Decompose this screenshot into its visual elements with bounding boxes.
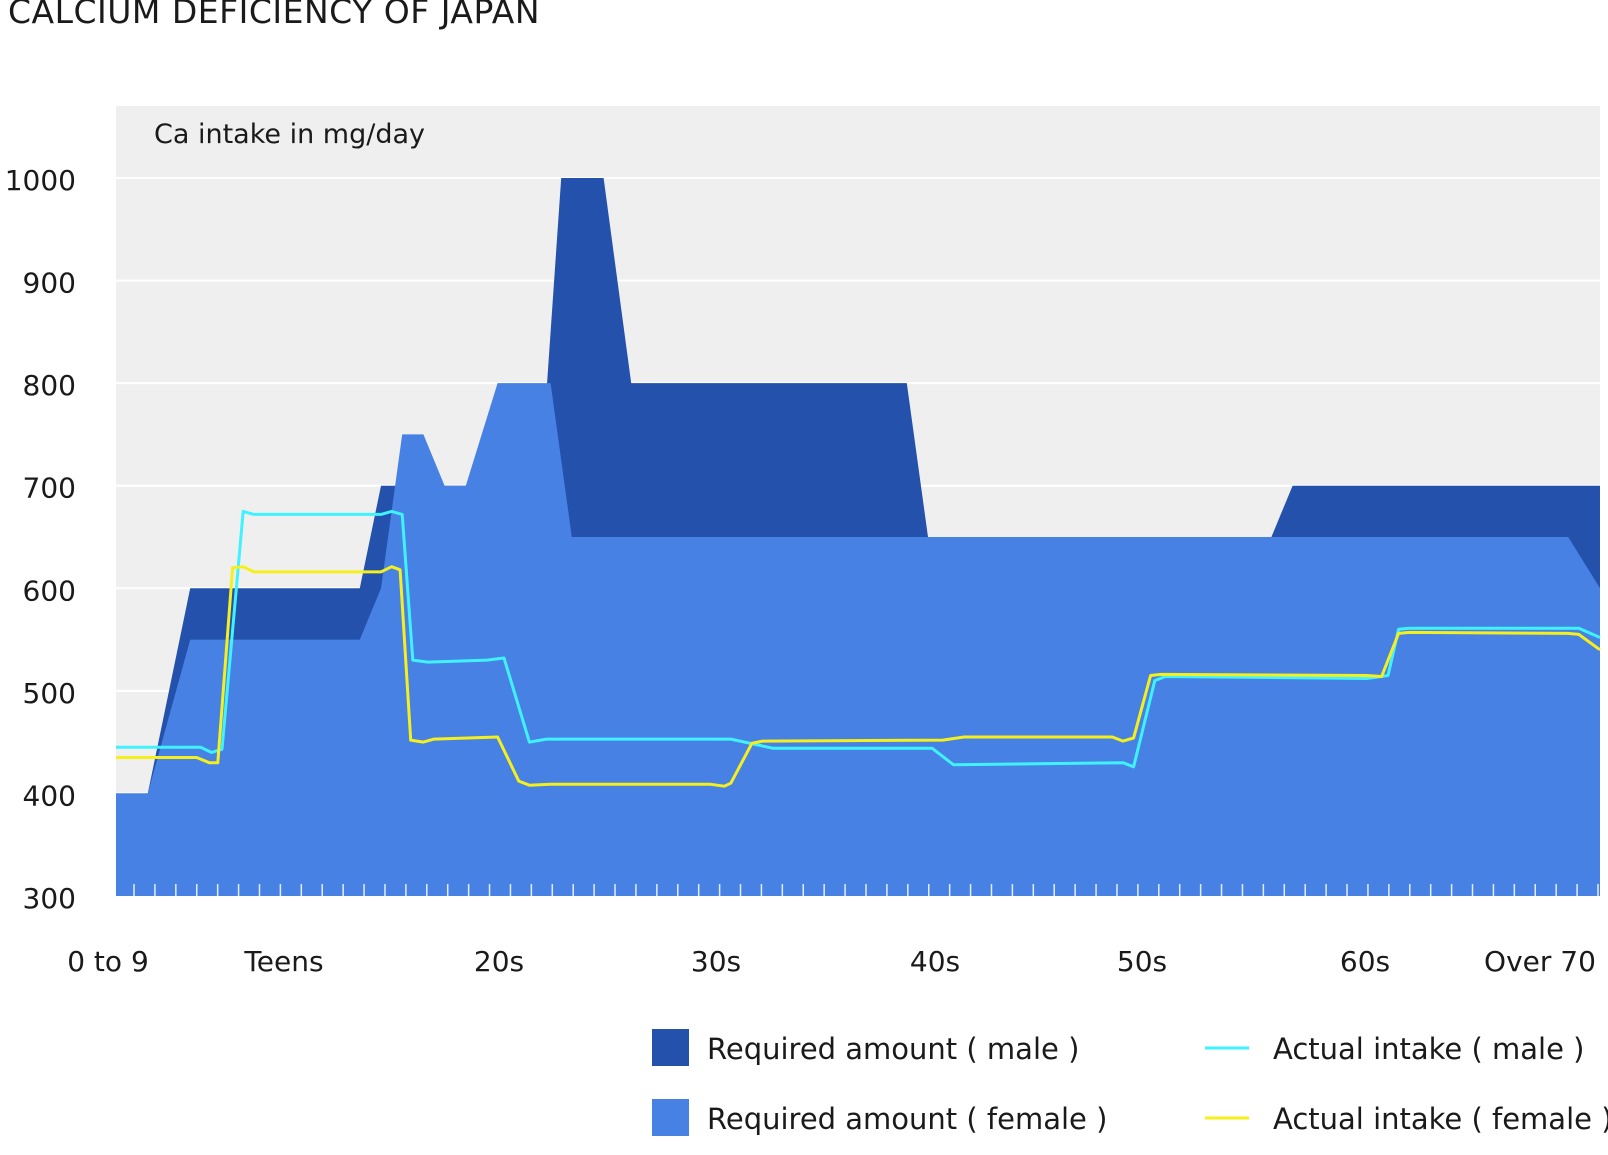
x-tick-label-3: 30s bbox=[691, 945, 741, 978]
area-series-group bbox=[116, 178, 1600, 897]
x-tick-label-2: 20s bbox=[474, 945, 524, 978]
legend-label-1: Actual intake ( male ) bbox=[1273, 1032, 1584, 1066]
x-tick-label-7: Over 70 bbox=[1484, 945, 1596, 978]
x-tick-label-6: 60s bbox=[1340, 945, 1390, 978]
x-tick-label-0: 0 to 9 bbox=[67, 945, 149, 978]
legend-swatch-2 bbox=[652, 1099, 689, 1136]
line-series-group bbox=[116, 509, 1601, 788]
area-series-1 bbox=[116, 383, 1600, 897]
legend: Required amount ( male ) Actual intake ( … bbox=[652, 1029, 1608, 1136]
x-tick-label-1: Teens bbox=[243, 945, 323, 978]
legend-label-3: Actual intake ( female ) bbox=[1273, 1102, 1608, 1136]
line-series-2 bbox=[116, 509, 1601, 769]
y-tick-label-900: 900 bbox=[23, 267, 76, 300]
x-tick-label-5: 50s bbox=[1117, 945, 1167, 978]
y-tick-label-500: 500 bbox=[23, 677, 76, 710]
legend-swatch-0 bbox=[652, 1029, 689, 1066]
y-tick-label-300: 300 bbox=[23, 882, 76, 915]
y-tick-label-1000: 1000 bbox=[5, 164, 76, 197]
x-tick-label-4: 40s bbox=[910, 945, 960, 978]
x-tick-labels: 0 to 9 Teens 20s 30s 40s 50s 60s Over 70 bbox=[67, 945, 1596, 978]
legend-label-2: Required amount ( female ) bbox=[707, 1102, 1107, 1136]
y-tick-label-800: 800 bbox=[23, 369, 76, 402]
line-series-3 bbox=[116, 565, 1601, 788]
y-tick-labels: 300 400 500 600 700 800 900 1000 bbox=[5, 164, 76, 915]
legend-label-0: Required amount ( male ) bbox=[707, 1032, 1079, 1066]
y-tick-label-700: 700 bbox=[23, 472, 76, 505]
y-tick-label-400: 400 bbox=[23, 779, 76, 812]
y-axis-unit-label: Ca intake in mg/day bbox=[154, 119, 425, 150]
bottom-ticks bbox=[133, 884, 1599, 896]
y-tick-label-600: 600 bbox=[23, 574, 76, 607]
chart-title: CALCIUM DEFICIENCY OF JAPAN bbox=[8, 0, 541, 31]
